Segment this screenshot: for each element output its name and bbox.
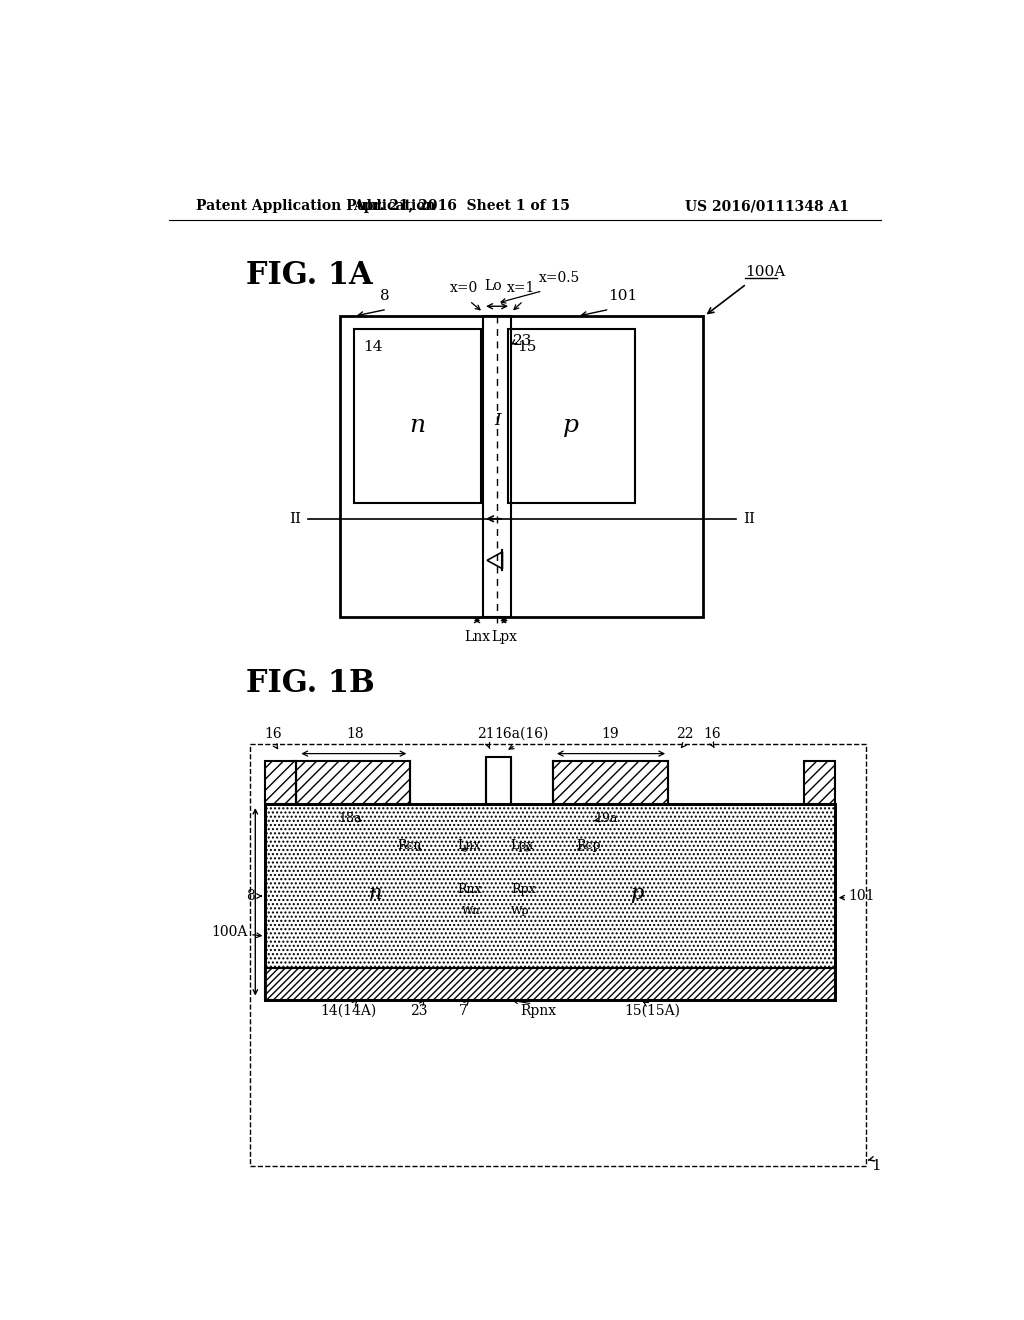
Text: x=0.5: x=0.5	[539, 272, 580, 285]
Text: 21: 21	[477, 726, 496, 741]
Text: 101: 101	[608, 289, 637, 304]
Text: Patent Application Publication: Patent Application Publication	[196, 199, 435, 213]
Text: 15(15A): 15(15A)	[625, 1003, 681, 1018]
Text: 8: 8	[247, 890, 255, 903]
Text: 23: 23	[513, 334, 532, 348]
Text: 18: 18	[346, 726, 365, 741]
Text: II: II	[290, 512, 301, 525]
Bar	[553, 762, 668, 804]
Text: Wp: Wp	[511, 907, 529, 916]
Bar	[340, 317, 703, 616]
Text: Rnx: Rnx	[457, 883, 481, 896]
Bar	[354, 330, 481, 503]
Text: 16a(16): 16a(16)	[495, 726, 549, 741]
Text: FIG. 1A: FIG. 1A	[246, 260, 373, 290]
Text: p: p	[563, 413, 580, 437]
Text: II: II	[743, 512, 756, 525]
Bar	[265, 804, 836, 1001]
Text: x=0: x=0	[450, 281, 478, 296]
Text: 100A: 100A	[211, 925, 248, 940]
Text: 22: 22	[676, 726, 693, 741]
Text: Rcn: Rcn	[397, 838, 422, 851]
Text: Rcp: Rcp	[577, 838, 601, 851]
Text: p: p	[631, 884, 644, 903]
Text: 16: 16	[703, 726, 721, 741]
Text: 101: 101	[848, 890, 874, 903]
Text: 19: 19	[601, 726, 620, 741]
Text: x=1: x=1	[507, 281, 536, 296]
Text: 7: 7	[459, 1003, 468, 1018]
Text: Wn: Wn	[462, 907, 480, 916]
Bar	[296, 762, 410, 804]
Text: US 2016/0111348 A1: US 2016/0111348 A1	[685, 199, 849, 213]
Text: 16: 16	[264, 726, 282, 741]
Text: 18a: 18a	[338, 812, 361, 825]
Text: Lpx: Lpx	[492, 631, 517, 644]
Bar	[486, 756, 511, 804]
Bar	[265, 804, 836, 968]
Text: Rpnx: Rpnx	[520, 1003, 557, 1018]
Text: Lnx: Lnx	[458, 838, 481, 851]
Text: FIG. 1B: FIG. 1B	[246, 668, 375, 700]
Bar	[483, 317, 511, 616]
Text: n: n	[410, 413, 425, 437]
Text: 100A: 100A	[745, 265, 785, 280]
Bar	[265, 968, 836, 1001]
Bar	[265, 804, 836, 1001]
Text: Lpx: Lpx	[510, 838, 534, 851]
Bar	[508, 330, 635, 503]
Text: n: n	[369, 884, 382, 903]
Text: 15: 15	[517, 341, 537, 354]
Bar	[250, 743, 866, 1166]
Text: Lo: Lo	[484, 279, 502, 293]
Text: 1: 1	[871, 1159, 881, 1172]
Bar	[265, 762, 296, 804]
Bar	[804, 762, 836, 804]
Text: 23: 23	[411, 1003, 428, 1018]
Text: I: I	[494, 412, 501, 429]
Text: Apr. 21, 2016  Sheet 1 of 15: Apr. 21, 2016 Sheet 1 of 15	[353, 199, 570, 213]
Text: 14(14A): 14(14A)	[321, 1003, 377, 1018]
Text: Rpx: Rpx	[511, 883, 536, 896]
Text: 14: 14	[364, 341, 383, 354]
Text: Lnx: Lnx	[464, 631, 490, 644]
Text: 19a: 19a	[595, 812, 618, 825]
Text: 8: 8	[380, 289, 389, 304]
